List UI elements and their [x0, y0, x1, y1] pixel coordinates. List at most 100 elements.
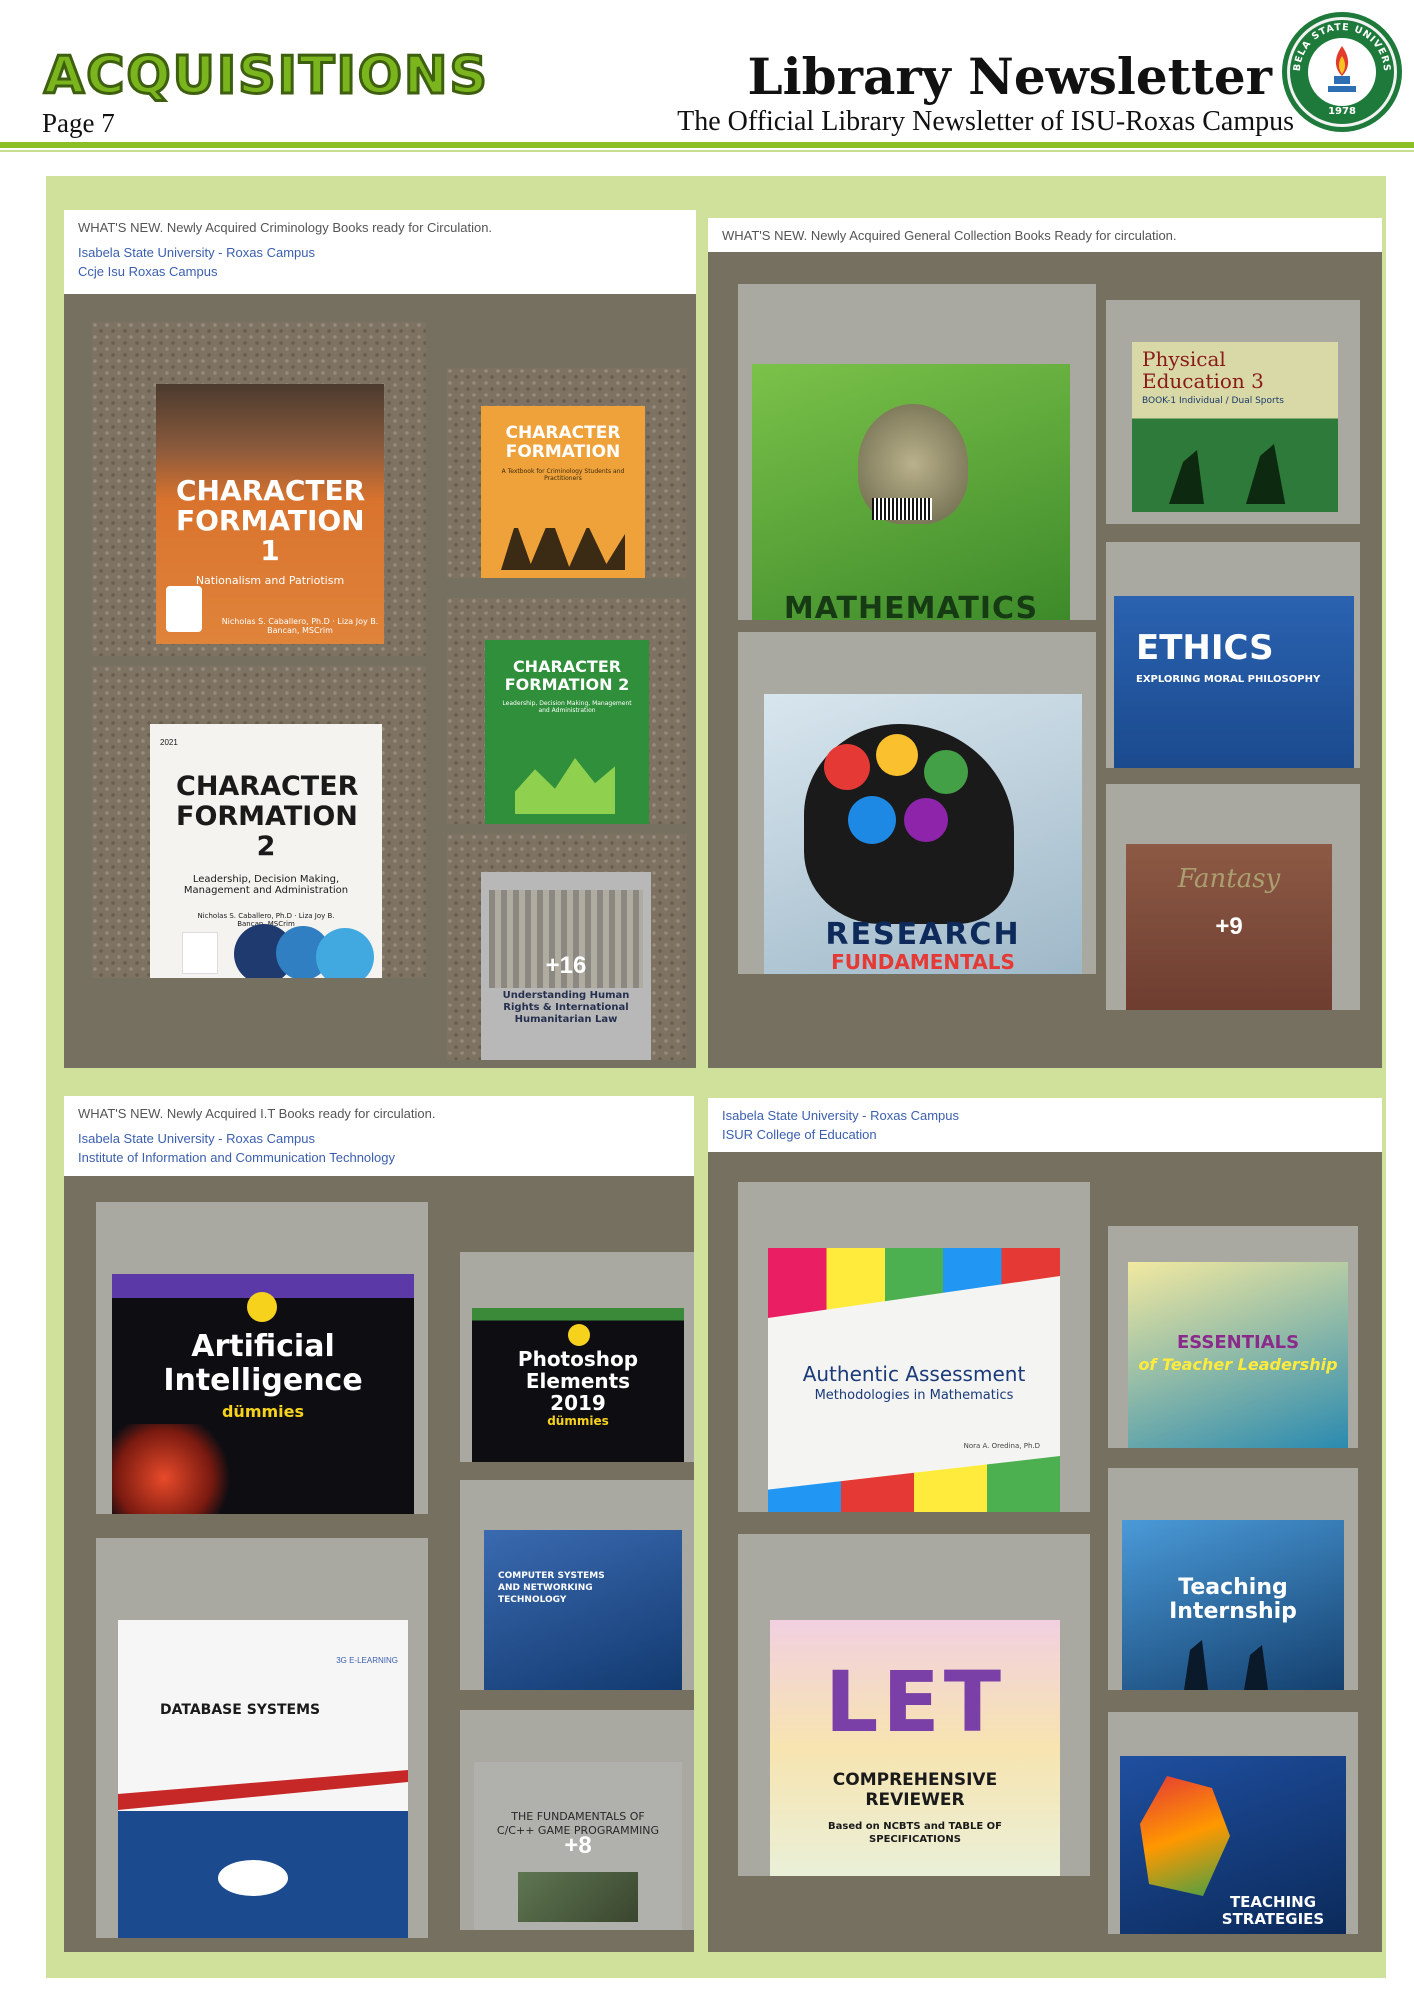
- page-link[interactable]: Isabela State University - Roxas Campus: [78, 245, 315, 260]
- caption-text: WHAT'S NEW. Newly Acquired Criminology B…: [78, 220, 493, 235]
- page-link[interactable]: Ccje Isu Roxas Campus: [78, 264, 218, 279]
- panel-caption: Isabela State University - Roxas Campus …: [708, 1098, 1382, 1152]
- header-rule-thin: [0, 150, 1414, 152]
- book-title: Understanding Human Rights & Internation…: [502, 990, 630, 1025]
- book-cover: CHARACTER FORMATION 2 Leadership, Decisi…: [485, 640, 649, 824]
- cover-stripe: [768, 1456, 1060, 1512]
- cover-stripe: [768, 1248, 1060, 1318]
- panel-caption: WHAT'S NEW. Newly Acquired General Colle…: [708, 218, 1382, 252]
- book-cover: CHARACTER FORMATION 1 Nationalism and Pa…: [156, 384, 384, 644]
- book-photo[interactable]: Artificial Intelligence dümmies: [96, 1202, 428, 1514]
- book-cover: Physical Education 3 BOOK-1 Individual /…: [1132, 342, 1338, 512]
- book-subtitle-2: Based on NCBTS and TABLE OF SPECIFICATIO…: [828, 1821, 1002, 1845]
- book-photo[interactable]: ETHICS EXPLORING MORAL PHILOSOPHY: [1106, 542, 1360, 768]
- book-title: CHARACTER FORMATION 2: [504, 657, 630, 694]
- book-photo[interactable]: CHARACTER FORMATION 2 Leadership, Decisi…: [447, 598, 687, 824]
- book-photo[interactable]: ESSENTIALS of Teacher Leadership: [1108, 1226, 1358, 1448]
- book-photo[interactable]: COMPUTER SYSTEMS AND NETWORKING TECHNOLO…: [460, 1480, 694, 1690]
- qr-badge: [182, 932, 218, 974]
- book-subtitle: Methodologies in Mathematics: [814, 1388, 1014, 1403]
- book-cover: Authentic Assessment Methodologies in Ma…: [768, 1248, 1060, 1512]
- book-title: CHARACTER FORMATION 2: [176, 771, 359, 862]
- cover-photo: [489, 890, 643, 988]
- cover-illustration: [1140, 1776, 1230, 1896]
- book-title: THE FUNDAMENTALS OF C/C++ GAME PROGRAMMI…: [496, 1810, 660, 1837]
- book-title: Teaching Internship: [1169, 1575, 1297, 1624]
- page-link[interactable]: ISUR College of Education: [722, 1127, 877, 1142]
- more-count: +16: [545, 952, 587, 979]
- book-cover: THE FUNDAMENTALS OF C/C++ GAME PROGRAMMI…: [474, 1762, 682, 1930]
- book-photo[interactable]: Teaching Internship: [1108, 1468, 1358, 1690]
- book-cover: Artificial Intelligence dümmies: [112, 1274, 414, 1514]
- book-subtitle: FUNDAMENTALS: [831, 950, 1015, 974]
- cover-shape: [316, 928, 374, 978]
- book-photo[interactable]: 2021 CHARACTER FORMATION 2 Leadership, D…: [92, 666, 426, 978]
- cover-shape: [824, 744, 870, 790]
- book-photo[interactable]: 3G E-LEARNING DATABASE SYSTEMS: [96, 1538, 428, 1938]
- book-photo[interactable]: Photoshop Elements 2019 dümmies: [460, 1252, 694, 1462]
- book-cover: CHARACTER FORMATION A Textbook for Crimi…: [481, 406, 645, 578]
- more-count: +9: [1215, 913, 1243, 940]
- more-photos-overlay[interactable]: +16: [481, 872, 651, 1060]
- caption-text: WHAT'S NEW. Newly Acquired General Colle…: [722, 228, 1177, 243]
- page-link[interactable]: Isabela State University - Roxas Campus: [722, 1108, 959, 1123]
- book-photo[interactable]: RESEARCH FUNDAMENTALS: [738, 632, 1096, 974]
- panel-caption: WHAT'S NEW. Newly Acquired Criminology B…: [64, 210, 696, 294]
- newsletter-title: Library Newsletter: [747, 47, 1272, 106]
- book-cover: 2021 CHARACTER FORMATION 2 Leadership, D…: [150, 724, 382, 978]
- book-cover: LET COMPREHENSIVE REVIEWER Based on NCBT…: [770, 1620, 1060, 1876]
- book-title: RESEARCH: [825, 917, 1021, 952]
- book-photo[interactable]: Understanding Human Rights & Internation…: [447, 834, 687, 1060]
- dummies-logo: [247, 1292, 277, 1322]
- page-number: Page 7: [42, 108, 115, 138]
- book-subtitle: Leadership, Decision Making, Management …: [502, 700, 632, 714]
- book-photo[interactable]: THE FUNDAMENTALS OF C/C++ GAME PROGRAMMI…: [460, 1710, 694, 1930]
- cover-illustration: [1169, 444, 1286, 504]
- book-cover: 3G E-LEARNING DATABASE SYSTEMS: [118, 1620, 408, 1938]
- university-seal-logo: ISABELA STATE UNIVERSITY 1978: [1280, 10, 1402, 132]
- newsletter-subtitle: The Official Library Newsletter of ISU-R…: [677, 106, 1294, 137]
- publisher-brand: 3G E-LEARNING: [336, 1656, 398, 1665]
- book-photo[interactable]: MATHEMATICS: [738, 284, 1096, 620]
- book-cover: ESSENTIALS of Teacher Leadership: [1128, 1262, 1348, 1448]
- book-cover: ETHICS EXPLORING MORAL PHILOSOPHY: [1114, 596, 1354, 768]
- cover-shape: [904, 798, 948, 842]
- page-link[interactable]: Institute of Information and Communicati…: [78, 1150, 395, 1165]
- panel-it: WHAT'S NEW. Newly Acquired I.T Books rea…: [64, 1096, 694, 1952]
- book-cover: Fantasy +9: [1126, 844, 1332, 1010]
- book-subtitle: EXPLORING MORAL PHILOSOPHY: [1136, 674, 1321, 685]
- book-subtitle: Leadership, Decision Making, Management …: [183, 874, 349, 896]
- book-title: DATABASE SYSTEMS: [160, 1702, 321, 1718]
- more-photos-overlay[interactable]: +9: [1126, 844, 1332, 1010]
- book-cover: Understanding Human Rights & Internation…: [481, 872, 651, 1060]
- book-subtitle: BOOK-1 Individual / Dual Sports: [1142, 396, 1284, 406]
- cover-stripe: [118, 1770, 408, 1810]
- book-cover: MATHEMATICS: [752, 364, 1070, 620]
- book-year: 2021: [160, 738, 178, 747]
- book-photo[interactable]: TEACHING STRATEGIES: [1108, 1712, 1358, 1934]
- book-title: COMPUTER SYSTEMS AND NETWORKING TECHNOLO…: [498, 1571, 605, 1605]
- dummies-logo: [568, 1324, 590, 1346]
- book-title: ESSENTIALS: [1176, 1332, 1300, 1353]
- cover-illustration: [218, 1860, 288, 1896]
- book-photo[interactable]: Authentic Assessment Methodologies in Ma…: [738, 1182, 1090, 1512]
- cover-shape: [924, 750, 968, 794]
- seal-year: 1978: [1328, 106, 1356, 117]
- book-cover: RESEARCH FUNDAMENTALS: [764, 694, 1082, 974]
- book-subtitle: A Textbook for Criminology Students and …: [501, 468, 625, 482]
- content-frame: WHAT'S NEW. Newly Acquired Criminology B…: [46, 176, 1386, 1978]
- more-count: +8: [564, 1832, 592, 1859]
- book-photo[interactable]: CHARACTER FORMATION A Textbook for Crimi…: [447, 368, 687, 578]
- book-title: Fantasy: [1177, 864, 1281, 894]
- cover-illustration: [501, 516, 625, 570]
- book-subtitle: dümmies: [221, 1402, 305, 1421]
- cover-illustration: [1184, 1640, 1268, 1690]
- more-photos-overlay[interactable]: +8: [474, 1762, 682, 1930]
- book-photo[interactable]: LET COMPREHENSIVE REVIEWER Based on NCBT…: [738, 1534, 1090, 1876]
- book-photo[interactable]: Physical Education 3 BOOK-1 Individual /…: [1106, 300, 1360, 524]
- book-subtitle: of Teacher Leadership: [1138, 1355, 1338, 1374]
- book-photo[interactable]: CHARACTER FORMATION 1 Nationalism and Pa…: [92, 322, 426, 656]
- page-link[interactable]: Isabela State University - Roxas Campus: [78, 1131, 315, 1146]
- book-photo[interactable]: Fantasy +9: [1106, 784, 1360, 1010]
- cover-illustration: [112, 1424, 242, 1514]
